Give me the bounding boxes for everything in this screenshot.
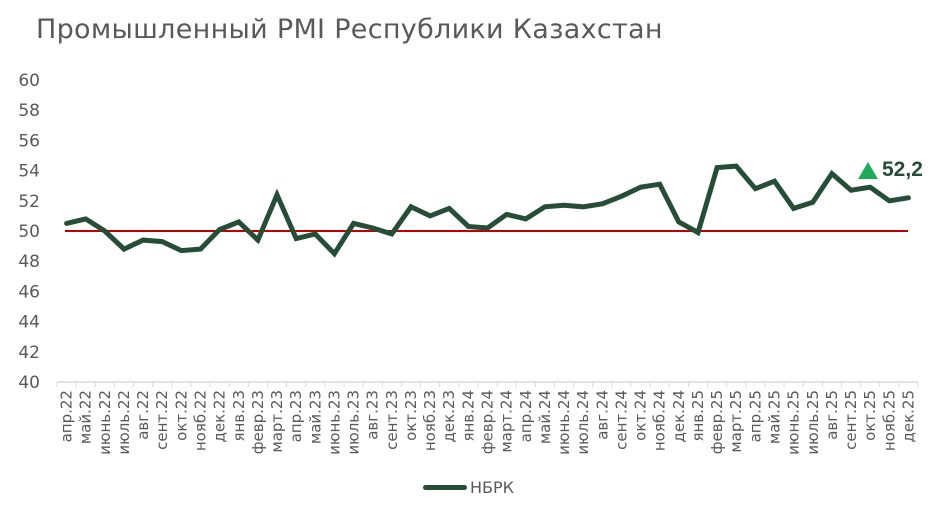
y-tick-label: 46	[18, 282, 40, 302]
x-tick-label: сент.23	[383, 390, 401, 450]
y-tick-label: 54	[18, 162, 40, 182]
x-tick-label: янв.25	[689, 390, 707, 442]
x-tick-label: окт.22	[172, 390, 190, 441]
x-tick-label: авг.25	[823, 390, 841, 440]
x-tick-label: авг.24	[593, 390, 611, 440]
y-tick-label: 58	[18, 101, 40, 121]
y-tick-label: 56	[18, 131, 40, 151]
x-tick-label: авг.23	[364, 390, 382, 440]
x-tick-label: апр.25	[746, 390, 764, 442]
x-tick-label: март.25	[727, 390, 745, 453]
x-tick-label: дек.24	[670, 390, 688, 443]
x-tick-label: авг.22	[134, 390, 152, 440]
x-tick-label: окт.23	[402, 390, 420, 441]
legend-line-swatch	[423, 485, 467, 490]
x-tick-label: янв.24	[459, 390, 477, 442]
x-tick-label: май.25	[766, 390, 784, 444]
x-tick-label: май.22	[77, 390, 95, 444]
y-tick-label: 42	[18, 343, 40, 363]
x-tick-label: сент.22	[153, 390, 171, 450]
x-tick-label: нояб.24	[651, 390, 669, 451]
x-tick-label: май.24	[536, 390, 554, 444]
series-line-nbrk	[64, 163, 911, 258]
y-tick-label: 50	[18, 222, 40, 242]
x-tick-label: апр.24	[517, 390, 535, 442]
x-tick-label: май.23	[306, 390, 324, 444]
x-tick-label: июль.24	[574, 390, 592, 455]
y-axis: 40 42 44 46 48 50 52 54 56 58 60	[18, 71, 40, 393]
up-triangle-icon	[858, 161, 878, 179]
x-tick-label: дек.25	[899, 390, 917, 443]
x-tick-label: окт.25	[861, 390, 879, 441]
x-tick-label: июль.25	[804, 390, 822, 455]
x-tick-label: сент.24	[612, 390, 630, 450]
latest-value-callout: 52,2	[858, 158, 923, 182]
y-tick-label: 60	[18, 71, 40, 91]
y-tick-label: 48	[18, 252, 40, 272]
x-tick-label: апр.23	[287, 390, 305, 442]
x-tick-label: нояб.22	[192, 390, 210, 451]
x-tick-label: февр.24	[479, 390, 497, 454]
x-tick-label: июнь.22	[96, 390, 114, 455]
latest-value: 52,2	[882, 158, 923, 181]
x-tick-label: дек.23	[440, 390, 458, 443]
x-tick-label: янв.23	[230, 390, 248, 442]
x-tick-label: февр.25	[708, 390, 726, 454]
y-tick-label: 52	[18, 192, 40, 212]
x-tick-label: март.24	[498, 390, 516, 453]
x-tick-label: июнь.25	[785, 390, 803, 455]
x-tick-label: июнь.24	[555, 390, 573, 455]
y-tick-label: 40	[18, 373, 40, 393]
x-tick-label: июнь.23	[325, 390, 343, 455]
x-tick-label: март.23	[268, 390, 286, 453]
legend: НБРК	[423, 478, 514, 497]
x-tick-label: сент.25	[842, 390, 860, 450]
x-axis: апр.22 май.22 июнь.22 июль.22 авг.22 сент.22 о…	[56, 381, 919, 455]
x-tick-label: нояб.25	[880, 390, 898, 451]
chart-title: Промышленный PMI Республики Казахстан	[36, 14, 663, 45]
legend-label: НБРК	[470, 478, 515, 497]
x-tick-label: нояб.23	[421, 390, 439, 451]
x-tick-label: апр.22	[58, 390, 76, 442]
x-tick-label: февр.23	[249, 390, 267, 454]
x-tick-label: июль.22	[115, 390, 133, 455]
x-tick-label: июль.23	[345, 390, 363, 455]
x-tick-label: окт.24	[632, 390, 650, 441]
x-tick-label: дек.22	[211, 390, 229, 443]
y-tick-label: 44	[18, 313, 40, 333]
